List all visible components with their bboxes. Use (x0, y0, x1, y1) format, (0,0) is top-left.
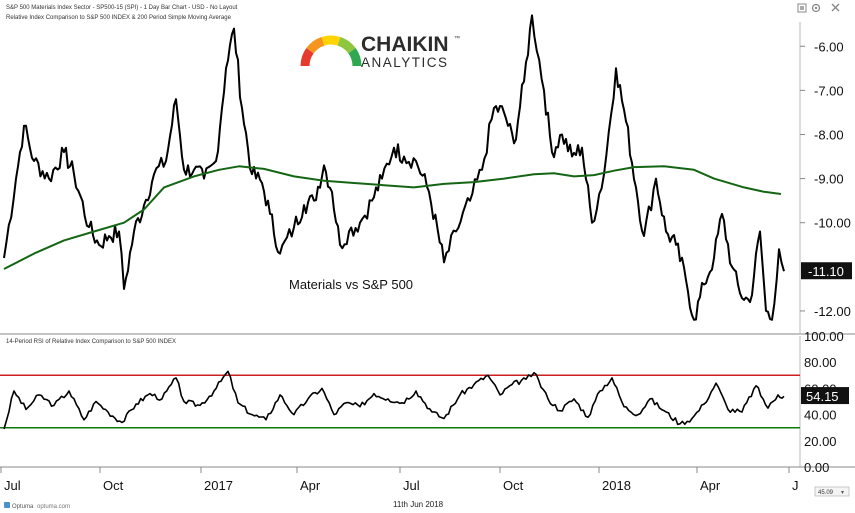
optuma-logo-text: Optuma (12, 504, 34, 510)
footer-date: 11th Jun 2018 (393, 500, 444, 509)
price-y-tick-label: -10.00 (814, 216, 851, 231)
price-y-tick-label: -8.00 (814, 127, 844, 142)
rsi-y-tick-label: 100.00 (804, 329, 844, 344)
rsi-y-tick-label: 80.00 (804, 355, 837, 370)
chart-header-title: S&P 500 Materials Index Sector - SP500-1… (6, 5, 238, 11)
x-tick-label: Jul (403, 478, 420, 493)
price-y-tick-label: -9.00 (814, 172, 844, 187)
x-tick-label: 2017 (204, 478, 233, 493)
expand-icon[interactable] (797, 3, 807, 13)
price-last-value-marker: -11.10 (801, 262, 852, 280)
logo-arc-red (300, 48, 314, 67)
chart-annotation: Materials vs S&P 500 (289, 277, 413, 292)
x-tick-label: Apr (700, 478, 721, 493)
x-tick-label: J (792, 478, 799, 493)
rsi-y-tick-label: 20.00 (804, 434, 837, 449)
chaikin-logo: CHAIKIN ™ ANALYTICS (300, 33, 460, 70)
x-tick-label: Jul (4, 478, 21, 493)
rsi-y-tick-label: 40.00 (804, 408, 837, 423)
price-y-axis: -6.00 -7.00 -8.00 -9.00 -10.00 -12.00 (800, 39, 851, 319)
gear-icon[interactable] (811, 3, 821, 13)
brand-name: CHAIKIN (361, 33, 449, 56)
brand-sub: ANALYTICS (361, 55, 449, 70)
rsi-y-tick-label: 0.00 (804, 460, 829, 475)
x-tick-label: Oct (503, 478, 524, 493)
optuma-logo: Optuma optuma.com (4, 502, 70, 510)
chevron-icon[interactable]: ▾ (841, 490, 844, 496)
x-tick-label: Oct (103, 478, 124, 493)
rsi-last-value-marker: 54.15 (801, 387, 849, 405)
x-tick-label: Apr (300, 478, 321, 493)
logo-arc-lightgreen (337, 37, 356, 54)
price-ratio-line (3, 14, 785, 321)
logo-arc-yellow (321, 35, 341, 46)
optuma-logo-url: optuma.com (37, 504, 70, 510)
rsi-last-value: 54.15 (806, 389, 839, 404)
price-last-value: -11.10 (808, 264, 844, 279)
time-axis: Jul Oct 2017 Apr Jul Oct 2018 Apr J (0, 467, 799, 493)
close-icon[interactable] (831, 3, 840, 12)
price-y-tick-label: -7.00 (814, 83, 844, 98)
price-panel-title: Relative Index Comparison to S&P 500 IND… (6, 15, 232, 21)
sma-200-line (3, 165, 782, 270)
scale-value: 45.09 (818, 490, 834, 496)
trademark-mark: ™ (454, 35, 460, 42)
rsi-panel-title: 14-Period RSI of Relative Index Comparis… (6, 339, 176, 345)
logo-arc-orange (306, 37, 325, 54)
price-y-tick-label: -6.00 (814, 39, 844, 54)
x-tick-label: 2018 (602, 478, 631, 493)
price-y-tick-label: -12.00 (814, 304, 851, 319)
rsi-line (3, 370, 785, 430)
scale-control[interactable]: 45.09 ▾ (814, 486, 850, 497)
logo-arc-green (348, 48, 362, 67)
